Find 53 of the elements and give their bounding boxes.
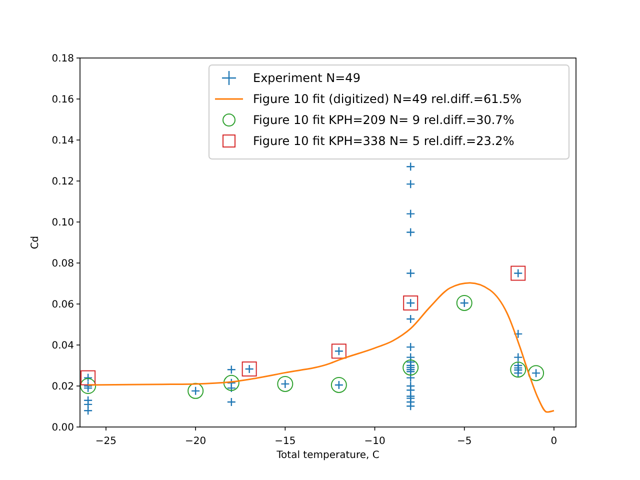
- point: [223, 374, 240, 391]
- legend-label: Figure 10 fit KPH=338 N= 5 rel.diff.=23.2%: [253, 134, 514, 148]
- y-tick-label: 0.08: [52, 258, 74, 270]
- point: [406, 209, 416, 218]
- y-tick-label: 0.00: [52, 422, 74, 434]
- point: [514, 352, 523, 362]
- legend-label: Experiment N=49: [253, 71, 360, 85]
- x-tick-label: −25: [95, 436, 117, 447]
- x-tick-label: 0: [550, 436, 558, 447]
- point: [188, 382, 204, 399]
- point: [226, 365, 236, 374]
- legend-label: Figure 10 fit KPH=209 N= 9 rel.diff.=30.7%: [253, 113, 514, 127]
- point: [83, 406, 93, 416]
- point: [528, 365, 544, 382]
- y-tick-label: 0.12: [52, 176, 74, 188]
- point: [406, 386, 416, 395]
- x-tick-label: −10: [364, 436, 386, 447]
- y-tick-label: 0.10: [52, 218, 74, 228]
- point: [80, 378, 96, 394]
- point: [226, 383, 236, 393]
- point: [510, 266, 526, 281]
- x-tick-label: −20: [185, 436, 206, 447]
- legend-label: Figure 10 fit (digitized) N=49 rel.diff.=61.5%: [253, 92, 522, 106]
- y-tick-label: 0.02: [52, 382, 74, 392]
- point: [406, 401, 416, 411]
- point: [80, 370, 96, 386]
- x-tick-label: −5: [456, 436, 472, 447]
- y-tick-label: 0.14: [52, 136, 74, 146]
- point: [406, 314, 416, 324]
- y-tick-label: 0.06: [52, 300, 74, 310]
- point: [406, 162, 416, 172]
- y-axis-title: Cd: [30, 236, 41, 250]
- point: [406, 342, 416, 352]
- y-tick-label: 0.16: [52, 94, 74, 106]
- point: [83, 400, 93, 410]
- point: [402, 360, 419, 376]
- y-tick-label: 0.18: [52, 54, 74, 64]
- point: [242, 361, 257, 376]
- y-tick-label: 0.04: [52, 340, 74, 352]
- x-axis-title: Total temperature, C: [276, 450, 380, 461]
- point: [406, 268, 416, 278]
- point: [514, 329, 523, 339]
- point: [406, 373, 416, 382]
- point: [331, 344, 346, 359]
- point: [330, 376, 347, 393]
- point: [406, 228, 416, 237]
- point: [277, 376, 294, 392]
- point: [456, 294, 472, 311]
- point: [403, 295, 418, 310]
- point: [406, 179, 416, 189]
- point: [226, 397, 236, 407]
- point: [510, 362, 526, 378]
- x-tick-label: −15: [274, 436, 296, 447]
